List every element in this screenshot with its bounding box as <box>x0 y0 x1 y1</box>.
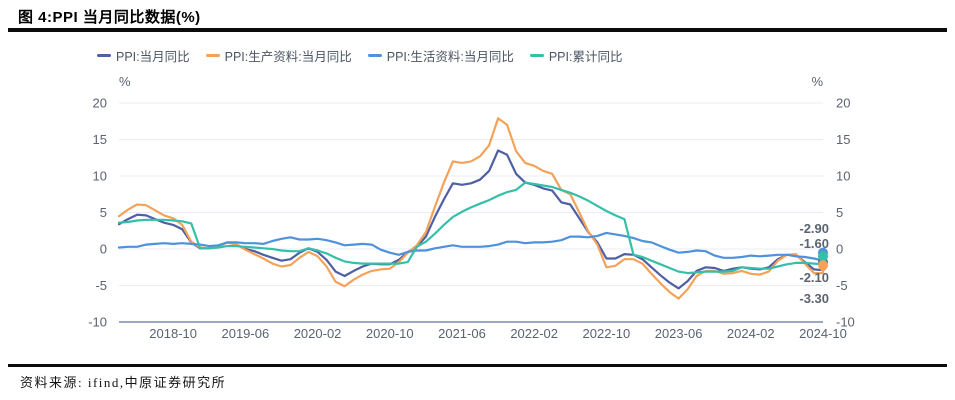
footer-rule <box>8 364 947 367</box>
ppi-line-chart: 20 20 15 15 10 10 5 5 0 0 -5 -5 -10 -10% % 2018-10 2019-… <box>88 74 855 341</box>
legend-item-3[interactable]: PPI:累计同比 <box>529 46 623 65</box>
series-line-0 <box>117 149 825 290</box>
series-line-3 <box>117 181 825 275</box>
y-tick-left: 20 <box>93 96 107 111</box>
y-tick-right: 0 <box>836 242 843 257</box>
chart-legend: PPI:当月同比 PPI:生产资料:当月同比 PPI:生活资料:当月同比 PPI:累计… <box>97 46 622 65</box>
legend-line-icon <box>529 54 544 57</box>
x-tick-label: 2021-06 <box>438 326 486 341</box>
legend-label: PPI:生活资料:当月同比 <box>386 50 514 64</box>
endpoint-pin-icon <box>818 260 828 274</box>
y-axis-unit-right: % <box>811 74 823 89</box>
figure-title: 图 4:PPI 当月同比数据(%) <box>18 9 201 26</box>
x-tick-label: 2020-10 <box>366 326 414 341</box>
y-tick-right: 5 <box>836 205 843 220</box>
series-end-value: -1.60 <box>799 236 829 251</box>
legend-item-2[interactable]: PPI:生活资料:当月同比 <box>367 46 514 65</box>
legend-item-0[interactable]: PPI:当月同比 <box>97 46 190 65</box>
x-tick-label: 2022-10 <box>583 326 631 341</box>
y-tick-left: -5 <box>95 278 107 293</box>
legend-item-1[interactable]: PPI:生产资料:当月同比 <box>205 46 352 65</box>
x-tick-label: 2020-02 <box>294 326 342 341</box>
x-tick-label: 2018-10 <box>149 326 197 341</box>
y-tick-left: 15 <box>93 132 107 147</box>
legend-line-icon <box>367 54 382 57</box>
y-tick-right: -10 <box>836 315 855 330</box>
source-note: 资料来源: ifind,中原证券研究所 <box>20 375 227 390</box>
y-tick-right: 15 <box>836 132 850 147</box>
y-tick-right: 20 <box>836 96 850 111</box>
y-tick-left: 5 <box>100 205 107 220</box>
series-end-value: -2.90 <box>799 221 829 236</box>
legend-label: PPI:当月同比 <box>116 50 190 64</box>
x-tick-label: 2024-02 <box>727 326 775 341</box>
x-tick-label: 2019-06 <box>221 326 269 341</box>
y-tick-left: 10 <box>93 169 107 184</box>
y-axis-unit-left: % <box>119 74 131 89</box>
legend-line-icon <box>205 54 220 57</box>
legend-line-icon <box>97 54 111 57</box>
y-tick-right: 10 <box>836 169 850 184</box>
title-rule <box>8 28 947 32</box>
y-tick-left: -10 <box>88 315 107 330</box>
legend-label: PPI:生产资料:当月同比 <box>224 50 352 64</box>
series-end-value: -2.10 <box>799 270 829 285</box>
legend-label: PPI:累计同比 <box>548 50 623 64</box>
x-tick-label: 2022-02 <box>510 326 558 341</box>
x-tick-label: 2023-06 <box>655 326 703 341</box>
x-tick-label: 2024-10 <box>799 326 847 341</box>
y-tick-right: -5 <box>836 278 848 293</box>
y-tick-left: 0 <box>100 242 107 257</box>
series-line-2 <box>117 231 825 262</box>
series-end-value: -3.30 <box>799 291 829 306</box>
